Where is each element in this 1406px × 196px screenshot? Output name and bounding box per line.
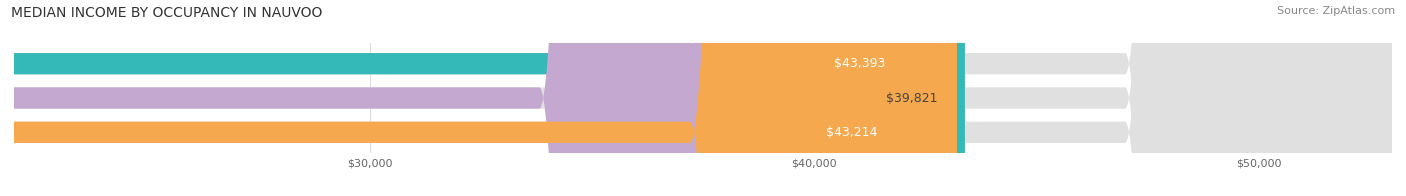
FancyBboxPatch shape — [0, 0, 957, 196]
Text: Source: ZipAtlas.com: Source: ZipAtlas.com — [1277, 6, 1395, 16]
Text: MEDIAN INCOME BY OCCUPANCY IN NAUVOO: MEDIAN INCOME BY OCCUPANCY IN NAUVOO — [11, 6, 322, 20]
Text: $43,393: $43,393 — [834, 57, 884, 70]
Text: $39,821: $39,821 — [886, 92, 938, 104]
FancyBboxPatch shape — [0, 0, 965, 196]
FancyBboxPatch shape — [0, 0, 806, 196]
Text: $43,214: $43,214 — [825, 126, 877, 139]
